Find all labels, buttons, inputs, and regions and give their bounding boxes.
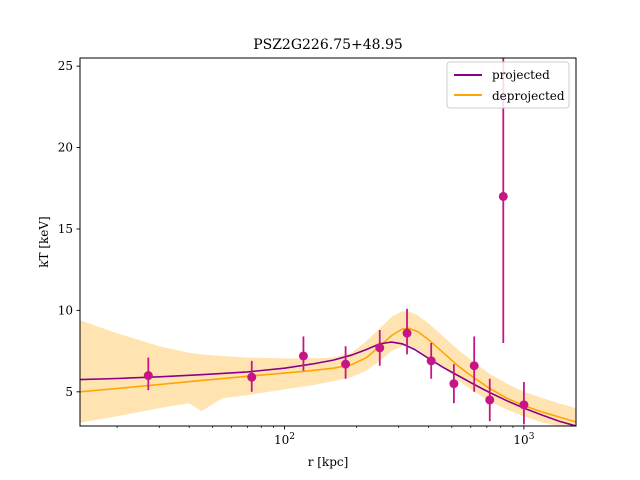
- data-point: [498, 191, 508, 201]
- legend-frame: [446, 61, 570, 109]
- y-tick-label: 20: [58, 141, 73, 155]
- plot-area: 102 103 5 10 15 20 25: [58, 57, 577, 447]
- plot-frame: [79, 57, 577, 427]
- legend-label-deprojected: deprojected: [492, 89, 565, 103]
- x-axis-label: r [kpc]: [308, 455, 349, 469]
- x-tick-label: 102: [274, 432, 295, 447]
- data-point: [375, 343, 385, 353]
- chart-title: PSZ2G226.75+48.95: [253, 37, 403, 53]
- y-tick-label: 5: [65, 385, 73, 399]
- legend-label-projected: projected: [492, 68, 550, 82]
- data-point: [402, 328, 412, 338]
- y-tick-label: 25: [58, 59, 73, 73]
- data-point: [247, 372, 257, 382]
- data-point: [426, 356, 436, 366]
- data-point: [469, 361, 479, 371]
- data-point: [143, 371, 153, 381]
- y-tick-label: 10: [58, 303, 73, 317]
- data-point: [298, 351, 308, 361]
- data-point: [519, 400, 529, 410]
- y-axis-label: kT [keV]: [37, 216, 51, 268]
- plot-content: [80, 58, 576, 426]
- y-tick-label: 15: [58, 222, 73, 236]
- data-point: [341, 359, 351, 369]
- projected-line: [80, 341, 576, 426]
- data-point: [449, 379, 459, 389]
- data-point: [485, 395, 495, 405]
- legend: projected deprojected: [446, 61, 570, 109]
- x-tick-label: 103: [513, 432, 534, 447]
